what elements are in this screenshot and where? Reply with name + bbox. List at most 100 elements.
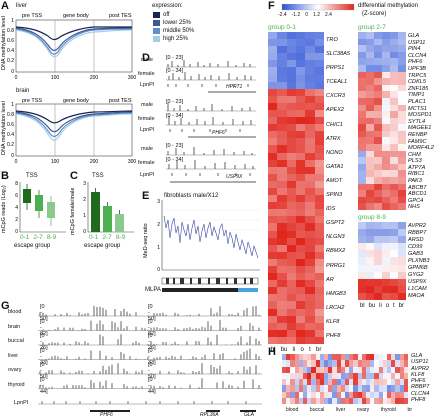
gene-label: TIMP1 (408, 92, 425, 99)
heatmap-cell (398, 32, 406, 39)
heatmap-cell (336, 366, 341, 373)
heatmap-cell (315, 354, 320, 361)
gene-label: PLS3 (408, 158, 422, 165)
heatmap-cell (353, 385, 358, 392)
heatmap-cell (399, 397, 404, 404)
heatmap-cell (361, 391, 366, 398)
heatmap-cell (374, 91, 382, 98)
heatmap-cell (390, 117, 398, 125)
heatmap-cell (358, 45, 366, 52)
heatmap-cell (390, 150, 398, 158)
heatmap-cell (277, 124, 287, 132)
heatmap-cell (305, 336, 315, 344)
heatmap-cell (277, 180, 287, 188)
heatmap-cell (366, 196, 374, 204)
heatmap-cell (374, 71, 382, 79)
gene-label: MORF4L2 (408, 145, 434, 152)
heatmap-cell (286, 166, 296, 174)
heatmap-cell (382, 163, 390, 171)
svg-text:0.4: 0.4 (7, 48, 14, 54)
heatmap-cell (305, 74, 315, 82)
heatmap-cell (366, 111, 374, 118)
heatmap-cell (358, 177, 366, 184)
heatmap-cell (315, 366, 320, 373)
heatmap-cell (295, 202, 306, 210)
panel-b-xlabel: escape group (14, 243, 51, 249)
heatmap-cell (277, 216, 287, 224)
heatmap-cell (290, 372, 295, 379)
heatmap-cell (302, 379, 308, 386)
heatmap-cell (295, 32, 306, 40)
heatmap-cell (332, 354, 337, 361)
panel-a-legend: off lower 25% middle 50% high 25% (153, 11, 194, 43)
heatmap-cell (305, 81, 315, 89)
heatmap-group-8-9 (358, 222, 406, 300)
heatmap-cell (319, 372, 324, 379)
heatmap-cell (332, 397, 337, 404)
heatmap-cell (398, 257, 406, 265)
heatmap-cell (290, 379, 295, 386)
heatmap-cell (390, 91, 398, 98)
heatmap-cell (382, 190, 390, 197)
heatmap-cell (366, 84, 374, 92)
heatmap-cell (382, 372, 387, 379)
heatmap-cell (366, 257, 374, 265)
gene-label: APEX2 (326, 107, 345, 114)
gene-label: CD99 (408, 244, 423, 251)
heatmap-cell (290, 354, 295, 361)
heatmap-cell (323, 391, 329, 398)
heatmap-cell (403, 372, 408, 379)
heatmap-cell (395, 385, 400, 392)
heatmap-cell (305, 195, 315, 203)
heatmap-cell (268, 265, 278, 274)
heatmap-cell (268, 180, 278, 188)
gene-label: SYTL4 (408, 118, 426, 125)
heatmap-cell (323, 366, 329, 373)
heatmap-cell (314, 60, 324, 68)
heatmap-cell (268, 81, 278, 89)
heatmap-cell (353, 372, 358, 379)
g-range-right: [0 - 26] (148, 333, 156, 351)
heatmap-cell (298, 366, 303, 373)
heatmap-cell (277, 265, 287, 274)
heatmap-cell (403, 366, 408, 373)
heatmap-cell (358, 229, 366, 237)
panel-a-liver-title: liver (16, 3, 28, 9)
heatmap-cell (305, 53, 315, 61)
heatmap-cell (344, 391, 350, 398)
heatmap-cell (382, 177, 390, 184)
heatmap-cell (294, 372, 299, 379)
heatmap-cell (366, 163, 374, 171)
heatmap-cell (366, 45, 374, 52)
heatmap-cell (332, 385, 337, 392)
heatmap-cell (374, 64, 382, 72)
g-range-left: [0 - 82] (40, 318, 48, 337)
heatmap-cell (390, 104, 398, 112)
heatmap-cell (366, 71, 374, 79)
heatmap-cell (398, 150, 406, 158)
heatmap-cell (391, 385, 396, 392)
heatmap-cell (344, 366, 350, 373)
heatmap-cell (398, 292, 406, 300)
gene-label: PHF8 (326, 332, 341, 339)
svg-text:MeD-seq ratio: MeD-seq ratio (143, 223, 149, 258)
gene-label: TRO (326, 37, 338, 43)
heatmap-cell (398, 58, 406, 65)
heatmap-cell (358, 32, 366, 39)
heatmap-cell (268, 60, 278, 68)
heatmap-cell (314, 322, 324, 330)
heatmap-cell (286, 53, 296, 61)
panel-label-h: H (268, 346, 276, 358)
heatmap-cell (382, 91, 390, 98)
gene-label: PHF8 (411, 396, 426, 403)
heatmap-cell (398, 38, 406, 46)
legend-middle: middle 50% (163, 28, 195, 34)
heatmap-cell (268, 244, 278, 252)
region-post-tes-1: post TES (109, 13, 132, 19)
heatmap-cell (378, 391, 383, 398)
heatmap-cell (340, 354, 345, 361)
heatmap-cell (403, 385, 408, 392)
heatmap-cell (305, 131, 315, 139)
g-track-brain: brain (8, 323, 21, 330)
heatmap-cell (268, 117, 278, 125)
